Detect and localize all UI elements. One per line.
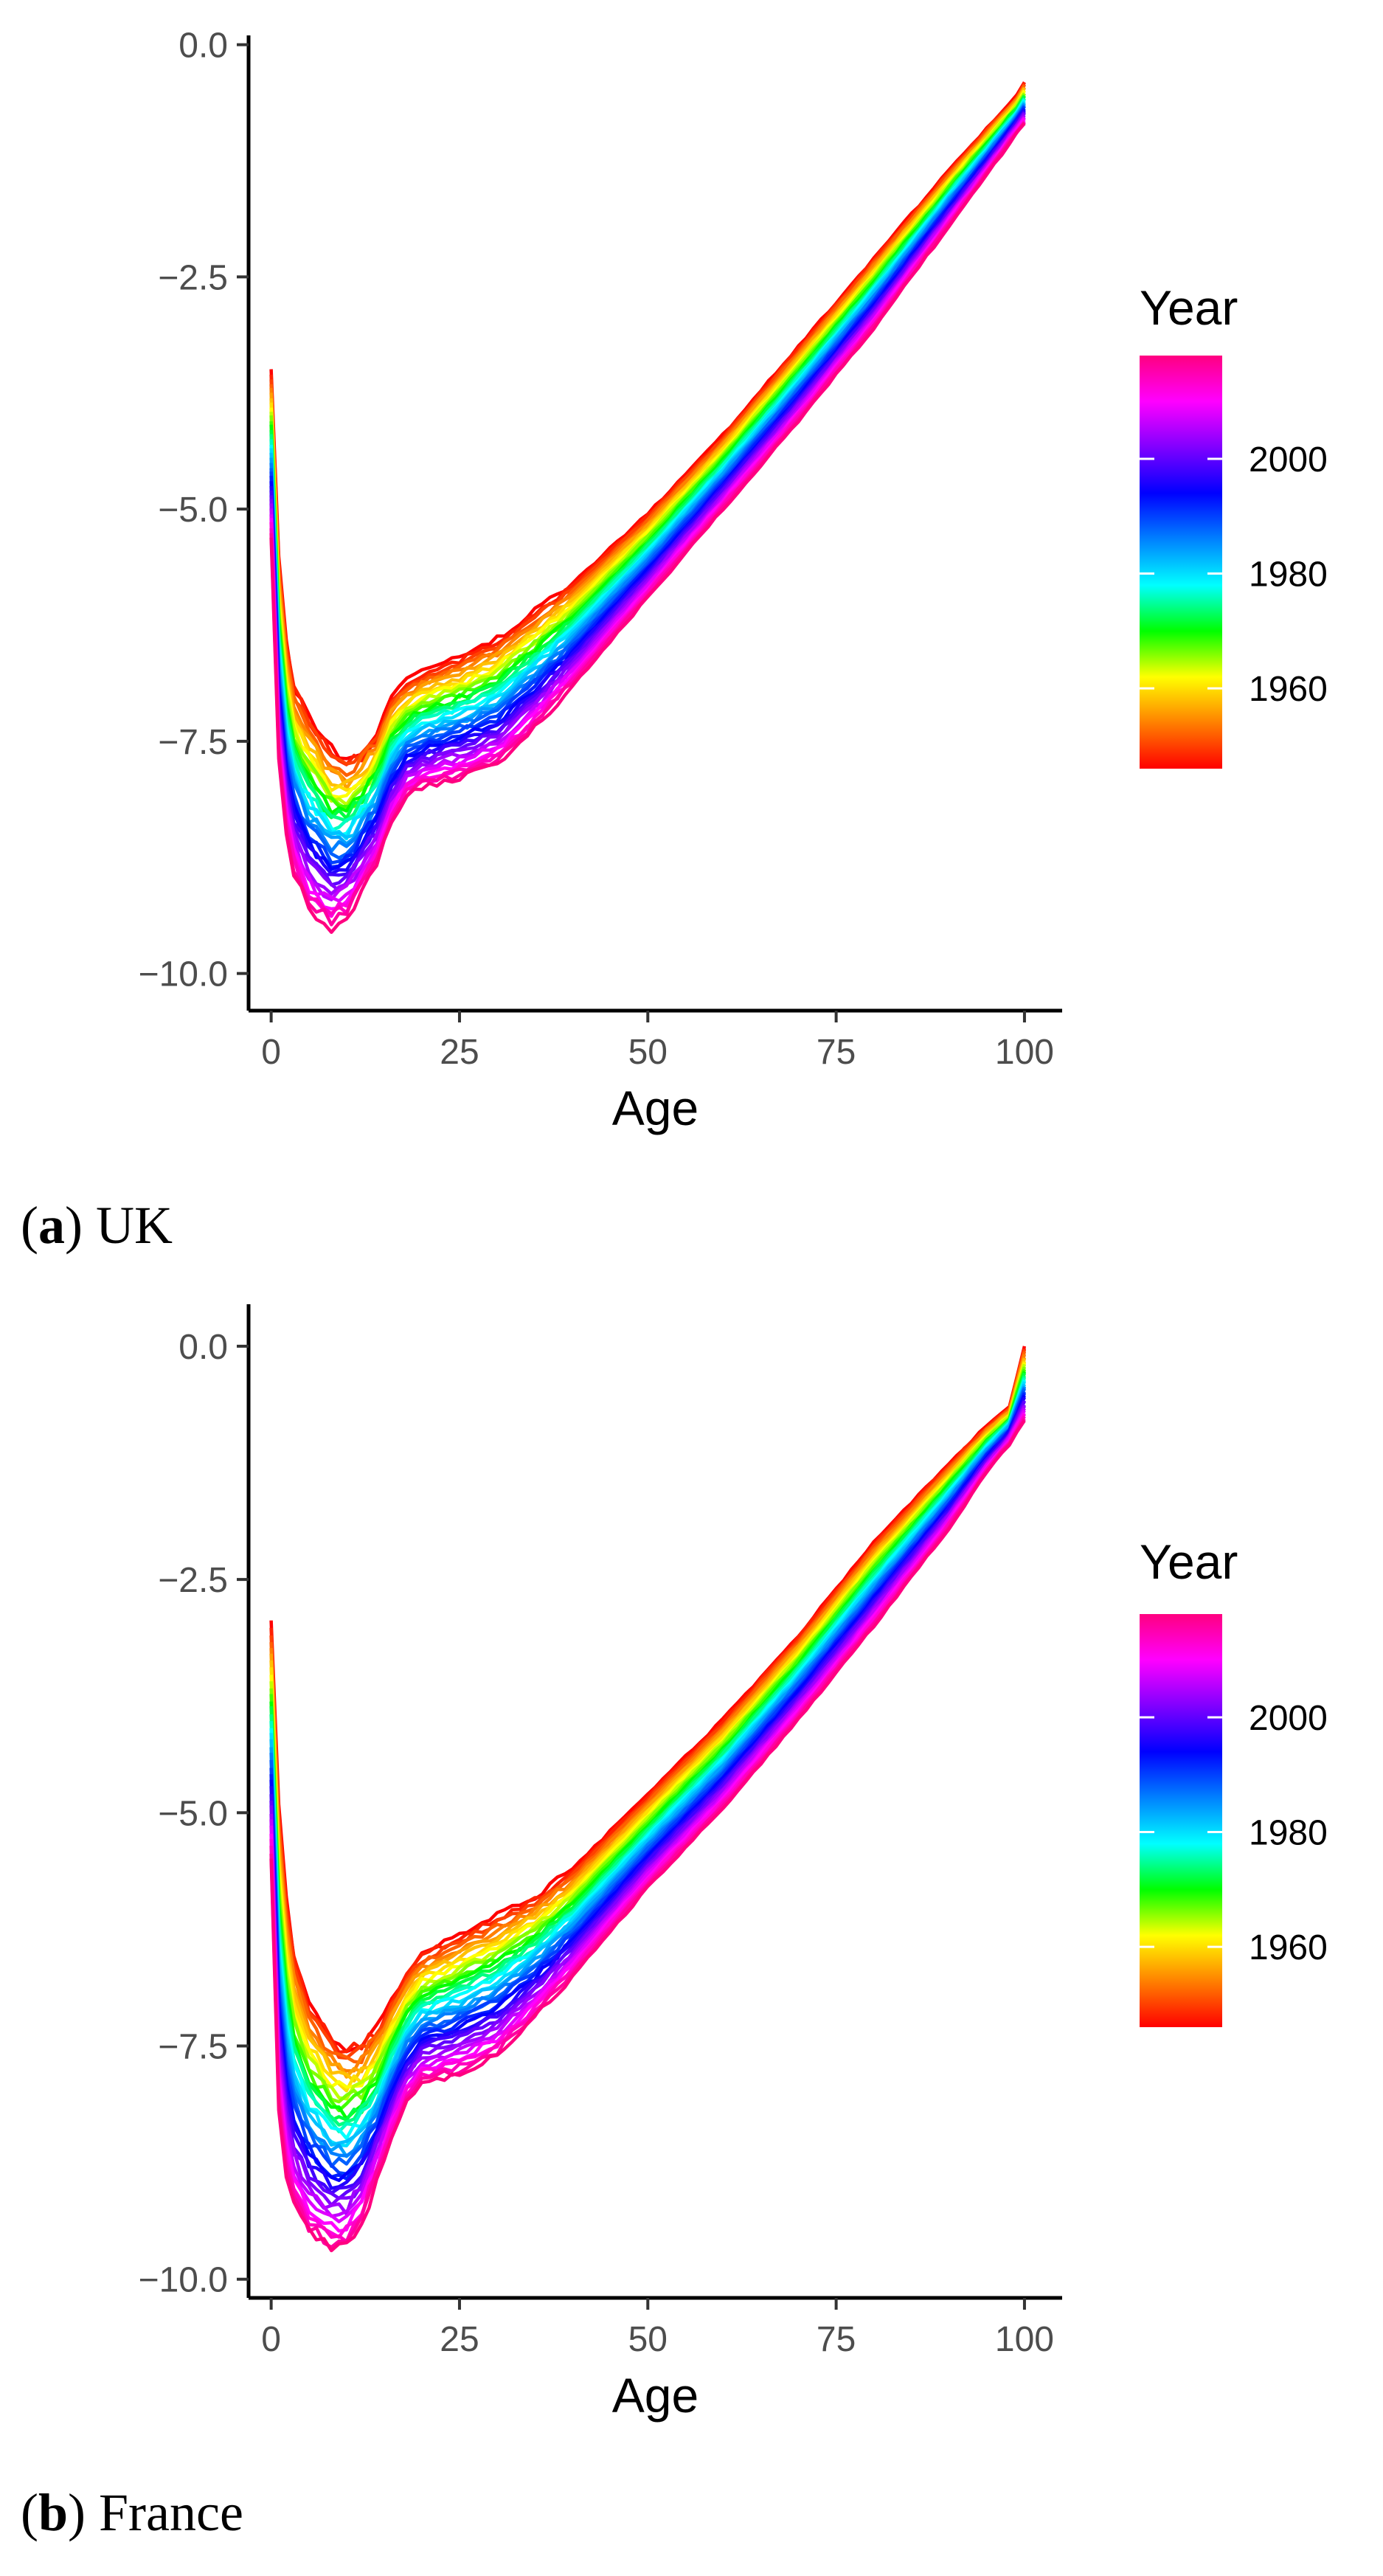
france-x-tick-label: 50 [628,2320,668,2359]
caption-a: (a) UK [21,1196,173,1255]
france-x-tick-label: 100 [995,2320,1054,2359]
uk-legend-tick-label: 1980 [1249,555,1328,595]
chart-uk: 0.0 −2.5 −5.0 −7.5 −10.0 0 25 50 75 100 Age Year 196… [139,27,1328,1135]
france-series-1968 [269,1368,1027,2113]
uk-series-1970 [269,95,1026,815]
france-series-1956 [269,1357,1027,2079]
france-x-tick-label: 75 [817,2320,856,2359]
france-y-tick-label: −2.5 [158,1561,228,1600]
uk-series-1948 [269,81,1026,766]
uk-series-group [269,81,1026,935]
uk-legend-title: Year [1140,280,1238,335]
france-x-axis-label: Age [612,2368,699,2423]
uk-x-tick-label: 25 [440,1033,479,1072]
uk-series-1950 [269,83,1026,766]
france-legend-colorbar [1140,1614,1222,2027]
uk-x-tick-label: 100 [995,1033,1054,1072]
uk-series-2018 [269,122,1026,935]
caption-a-letter: a [38,1196,65,1255]
uk-y-tick-label: −7.5 [158,723,228,762]
uk-series-1946 [269,81,1026,761]
uk-y-tick-label: −5.0 [158,491,228,530]
uk-series-1968 [269,94,1026,809]
france-series-1954 [269,1354,1027,2073]
chart-panel-uk: 0.0 −2.5 −5.0 −7.5 −10.0 0 25 50 75 100 Age Year 196… [0,0,1383,1269]
chart-france: 0.0 −2.5 −5.0 −7.5 −10.0 0 25 50 75 100 Age Year 196… [139,1304,1328,2423]
france-series-1970 [269,1371,1027,2121]
france-y-tick-label: −5.0 [158,1794,228,1833]
uk-y-tick-label: −2.5 [158,258,228,297]
uk-series-1952 [269,84,1026,778]
france-legend-tick-label: 1960 [1249,1928,1328,1967]
caption-b-letter: b [38,2483,69,2542]
france-series-1946 [269,1346,1027,2054]
france-series-1958 [269,1357,1027,2083]
caption-b: (b) France [21,2483,243,2542]
france-y-tick-label: −7.5 [158,2028,228,2067]
france-series-1964 [269,1363,1027,2101]
france-series-1960 [269,1360,1027,2093]
france-series-1962 [269,1362,1027,2089]
uk-series-1960 [269,89,1026,792]
uk-legend-colorbar [1140,356,1222,769]
france-x-tick-label: 0 [261,2320,281,2359]
uk-y-tick-label: −10.0 [139,955,228,994]
uk-x-tick-label: 0 [261,1033,281,1072]
uk-series-1966 [269,93,1026,811]
france-y-tick-label: 0.0 [178,1328,228,1367]
france-series-1948 [269,1348,1027,2054]
uk-x-tick-label: 50 [628,1033,668,1072]
uk-series-1956 [269,86,1026,790]
france-legend-tick-label: 2000 [1249,1699,1328,1738]
france-series-1966 [269,1366,1027,2104]
uk-x-axis-label: Age [612,1081,699,1135]
caption-b-country: France [99,2483,243,2542]
france-series-2018 [269,1419,1026,2253]
france-legend-tick-label: 1980 [1249,1814,1328,1853]
uk-x-tick-label: 75 [817,1033,856,1072]
uk-legend-tick-label: 1960 [1249,670,1328,709]
uk-legend-tick-label: 2000 [1249,440,1328,479]
uk-y-tick-label: 0.0 [178,27,228,66]
france-legend-title: Year [1140,1534,1238,1589]
caption-a-country: UK [95,1196,173,1255]
france-series-1952 [269,1351,1027,2065]
france-series-1972 [269,1372,1027,2122]
uk-series-1962 [269,89,1026,799]
uk-series-1954 [269,86,1026,783]
france-x-tick-label: 25 [440,2320,479,2359]
uk-series-1964 [269,91,1026,806]
france-series-1950 [269,1348,1027,2060]
france-series-group [269,1346,1027,2253]
france-y-tick-label: −10.0 [139,2261,228,2300]
uk-series-1958 [269,87,1026,788]
chart-panel-france: 0.0 −2.5 −5.0 −7.5 −10.0 0 25 50 75 100 Age Year 196… [0,1284,1383,2572]
